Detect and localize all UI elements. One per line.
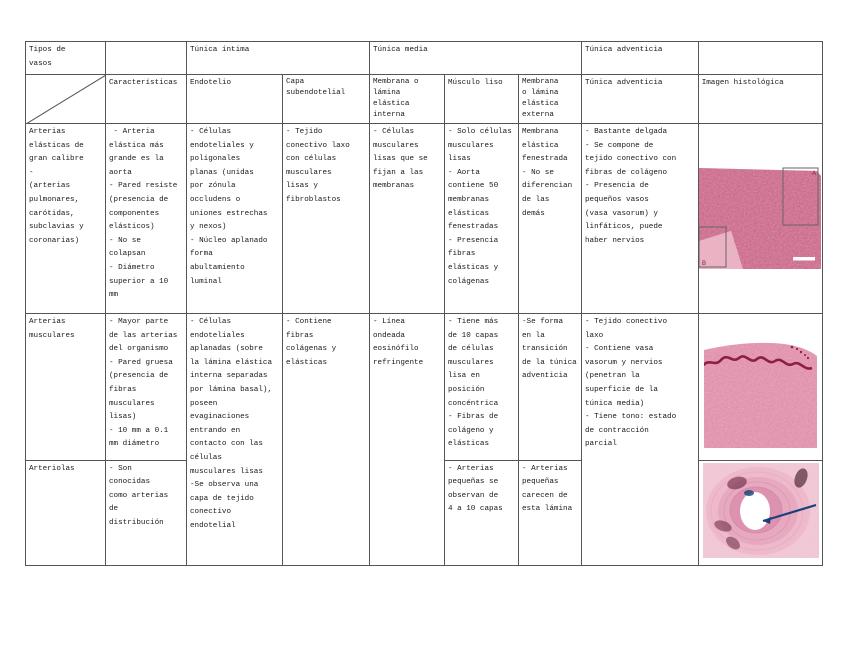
svg-text:B: B (702, 261, 706, 267)
svg-text:A: A (812, 171, 816, 177)
